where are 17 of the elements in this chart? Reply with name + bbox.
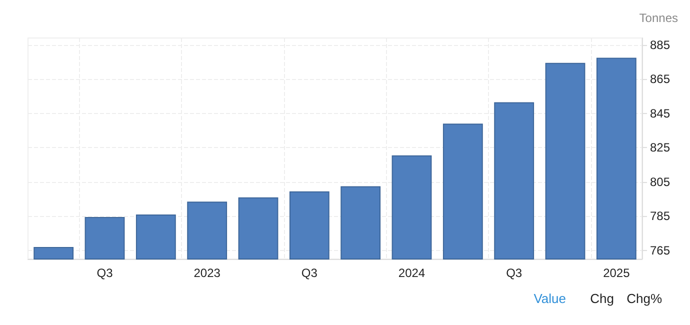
x-tick-label: 2024 — [398, 266, 426, 280]
text: Chg — [590, 291, 614, 306]
y-tick-label: 825 — [650, 140, 670, 155]
text: Value — [534, 291, 566, 306]
x-tick-label: 2023 — [194, 266, 221, 280]
x-tick-label: Q3 — [96, 266, 114, 280]
text: Chg% — [626, 291, 662, 306]
y-axis-title: Tonnes — [639, 11, 678, 25]
y-tick-label: 845 — [650, 106, 670, 120]
x-tick-label: Q3 — [506, 266, 522, 280]
x-tick-label: 2025 — [603, 266, 630, 280]
y-tick-label: 785 — [650, 209, 670, 224]
x-tick-label: Q3 — [301, 266, 318, 280]
y-tick-label: 885 — [650, 38, 670, 52]
y-tick-label: 805 — [650, 174, 670, 189]
y-tick-label: 765 — [650, 243, 670, 258]
y-tick-label: 865 — [650, 72, 670, 86]
